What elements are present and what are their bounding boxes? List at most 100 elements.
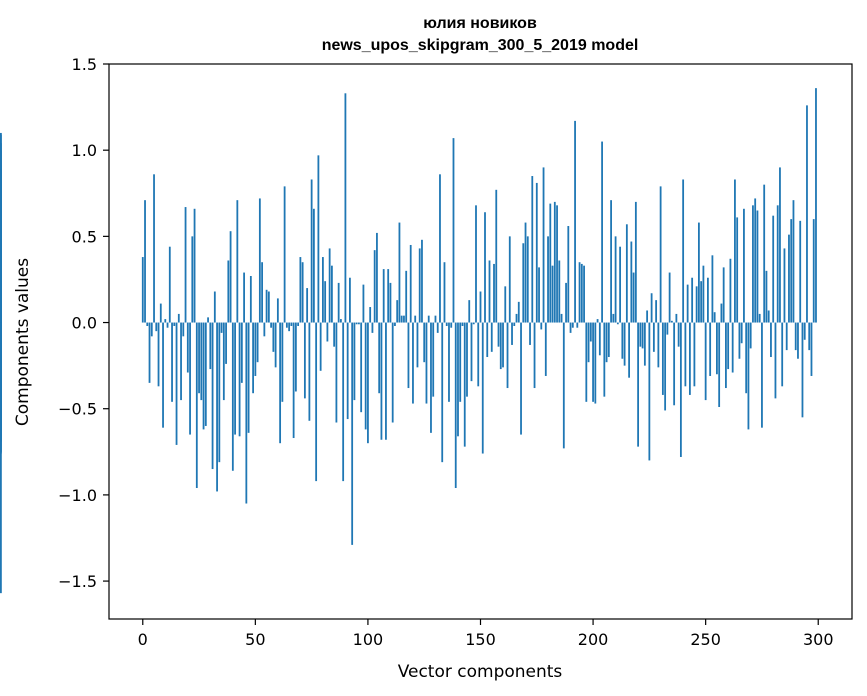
bar-232 — [664, 322, 667, 411]
bar-147 — [472, 322, 475, 325]
bar-1 — [144, 200, 146, 323]
bar-151 — [481, 322, 484, 454]
bar-216 — [628, 322, 631, 378]
bar-63 — [283, 186, 286, 323]
bar-74 — [308, 322, 311, 421]
bar-190 — [569, 322, 572, 333]
bar-103 — [373, 250, 376, 323]
x-tick-label: 100 — [353, 630, 384, 649]
bar-96 — [358, 322, 360, 325]
bar-291 — [797, 322, 799, 359]
bar-45 — [243, 272, 245, 323]
bar-66 — [290, 322, 293, 326]
bar-224 — [646, 310, 649, 323]
bar-51 — [256, 322, 259, 363]
bar-249 — [702, 265, 705, 323]
bar-133 — [441, 322, 444, 463]
x-tick-label: 200 — [578, 630, 609, 649]
bar-126 — [425, 322, 428, 404]
bar-9 — [162, 322, 164, 428]
bar-16 — [177, 313, 180, 323]
bar-174 — [533, 322, 536, 389]
bar-254 — [713, 312, 716, 323]
bar-2 — [146, 322, 149, 326]
bar-129 — [432, 322, 435, 397]
bar-6 — [155, 322, 158, 332]
bar-72 — [303, 322, 306, 399]
bar-187 — [562, 322, 565, 449]
bar-185 — [558, 260, 561, 323]
bar-81 — [324, 281, 327, 323]
bar-208 — [610, 200, 612, 323]
bar-77 — [315, 322, 318, 482]
bar-226 — [650, 293, 653, 323]
bar-78 — [317, 155, 320, 323]
bar-48 — [249, 276, 252, 323]
bar-70 — [299, 257, 302, 323]
bar-86 — [335, 322, 338, 423]
bar-27 — [202, 322, 205, 430]
bar-277 — [765, 270, 768, 323]
bar-136 — [448, 322, 450, 402]
bar-176 — [538, 267, 540, 323]
bar-252 — [709, 322, 712, 376]
bar-119 — [409, 244, 412, 323]
bar-286 — [785, 322, 788, 351]
bar-107 — [382, 269, 385, 323]
bar-211 — [616, 322, 619, 325]
bar-171 — [526, 236, 529, 323]
bar-50 — [254, 322, 257, 376]
bar-186 — [560, 313, 563, 323]
bar-73 — [306, 288, 309, 323]
bar-230 — [659, 186, 662, 323]
bar-294 — [803, 322, 806, 340]
bar-285 — [783, 248, 786, 323]
bar-239 — [679, 322, 682, 457]
bar-262 — [731, 322, 734, 373]
y-tick-label: −1.5 — [58, 572, 97, 591]
bar-280 — [772, 215, 775, 323]
bar-10 — [164, 319, 167, 323]
bar-182 — [551, 265, 554, 323]
bar-117 — [405, 270, 408, 323]
bar-149 — [477, 322, 480, 387]
bar-138 — [452, 138, 455, 323]
bar-173 — [531, 176, 534, 323]
bar-57 — [270, 322, 273, 328]
bar-212 — [619, 246, 621, 323]
bar-270 — [749, 322, 752, 349]
bar-22 — [191, 236, 194, 323]
bar-243 — [688, 322, 691, 395]
bar-281 — [774, 322, 777, 399]
y-tick-label: −0.5 — [58, 400, 97, 419]
bar-40 — [231, 322, 234, 471]
bar-268 — [745, 322, 748, 394]
bar-261 — [729, 258, 732, 323]
bar-118 — [407, 322, 410, 389]
bar-44 — [240, 322, 243, 383]
bar-180 — [547, 236, 549, 323]
bar-197 — [585, 322, 588, 402]
bar-36 — [222, 322, 225, 401]
bar-34 — [218, 322, 221, 463]
bar-256 — [718, 322, 721, 407]
bar-130 — [434, 315, 437, 323]
bar-111 — [391, 322, 394, 423]
bar-183 — [553, 201, 556, 323]
bar-165 — [513, 322, 516, 326]
bar-160 — [502, 322, 504, 368]
bar-153 — [486, 322, 489, 358]
bar-37 — [225, 322, 227, 364]
bar-55 — [265, 289, 268, 323]
bar-0 — [141, 257, 144, 323]
bar-296 — [808, 322, 811, 351]
bar-213 — [621, 322, 624, 359]
bar-25 — [198, 322, 200, 394]
bar-106 — [380, 322, 383, 440]
bar-33 — [216, 322, 218, 492]
bar-177 — [540, 322, 543, 330]
bar-251 — [707, 277, 709, 323]
bar-144 — [466, 322, 468, 397]
bar-18 — [182, 322, 185, 337]
